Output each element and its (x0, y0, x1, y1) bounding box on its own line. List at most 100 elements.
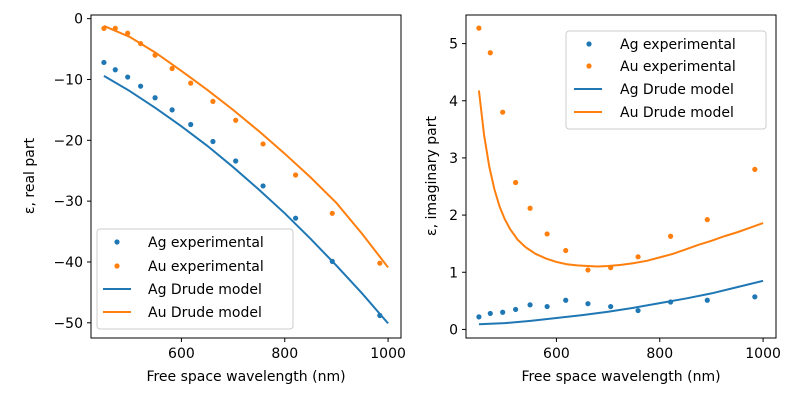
y-tick-label: −30 (53, 194, 83, 210)
y-tick-label: 1 (449, 265, 458, 281)
data-point-au-experimental (563, 247, 569, 254)
data-point-au-experimental (668, 233, 674, 239)
data-point-au-experimental (188, 80, 194, 86)
y-tick-label: −10 (53, 72, 83, 88)
y-tick-label: 2 (449, 208, 458, 224)
y-axis-label: ε, imaginary part (424, 115, 440, 236)
data-point-au-experimental (544, 231, 550, 237)
data-point-ag-experimental (210, 138, 216, 145)
data-point-au-experimental (752, 166, 758, 172)
data-point-au-experimental (635, 254, 641, 260)
legend-box (96, 228, 294, 330)
data-point-ag-experimental (152, 95, 158, 101)
data-point-au-experimental (125, 30, 131, 36)
data-point-au-experimental (377, 260, 383, 266)
data-point-ag-experimental (704, 297, 710, 303)
data-marks (476, 25, 764, 326)
data-point-au-experimental (513, 179, 519, 186)
data-point-au-experimental (608, 265, 614, 271)
y-tick-label: 0 (449, 322, 458, 338)
data-point-ag-experimental (112, 67, 118, 73)
data-point-au-experimental (169, 65, 175, 72)
legend-marker-au-experimental (114, 263, 120, 269)
data-point-ag-experimental (101, 59, 107, 66)
y-tick-label: 5 (449, 37, 458, 53)
legend-marker-ag-experimental (586, 41, 592, 47)
data-point-ag-experimental (476, 314, 482, 320)
y-tick-label: 3 (449, 151, 458, 167)
tick-marks: 600 800 1000 0 1 2 3 4 5 (449, 37, 781, 362)
data-point-ag-experimental (188, 121, 194, 128)
data-point-ag-experimental (487, 310, 493, 317)
series-line-ag-drude-model (103, 74, 389, 325)
imaginary-part-chart: 600 800 1000 0 1 2 3 4 5 Free space wavelength (… (424, 14, 781, 385)
legend-marker-au-experimental (586, 63, 592, 69)
x-axis-label: Free space wavelength (nm) (146, 369, 345, 385)
y-tick-label: −20 (53, 133, 83, 149)
data-marks (101, 25, 389, 325)
data-point-au-experimental (527, 205, 533, 211)
data-point-ag-experimental (260, 183, 266, 189)
data-point-ag-experimental (608, 303, 614, 310)
x-tick-label: 600 (543, 346, 570, 362)
data-point-ag-experimental (138, 83, 144, 89)
data-point-ag-experimental (169, 107, 175, 113)
series-line-au-drude-model (103, 25, 389, 269)
data-point-au-experimental (329, 210, 335, 216)
data-point-ag-experimental (752, 294, 758, 300)
legend-label-ag-experimental: Ag experimental (148, 235, 264, 251)
data-point-au-experimental (260, 141, 266, 147)
x-tick-label: 1000 (370, 346, 406, 362)
legend-label-au-drude: Au Drude model (620, 105, 734, 121)
data-point-au-experimental (210, 98, 216, 104)
x-tick-label: 1000 (745, 346, 781, 362)
x-tick-label: 800 (646, 346, 673, 362)
data-point-au-experimental (138, 40, 144, 47)
data-point-au-experimental (476, 25, 482, 31)
data-point-au-experimental (500, 109, 506, 115)
data-point-au-experimental (704, 217, 710, 223)
x-tick-label: 800 (271, 346, 298, 362)
legend-label-au-drude: Au Drude model (148, 305, 262, 321)
legend-label-ag-experimental: Ag experimental (620, 37, 736, 53)
y-tick-label: 0 (74, 12, 83, 28)
data-point-ag-experimental (500, 309, 506, 315)
data-point-au-experimental (101, 25, 107, 31)
legend: Ag experimental Au experimental Ag Drude… (565, 30, 767, 130)
data-point-au-experimental (233, 117, 239, 123)
data-point-au-experimental (152, 52, 158, 58)
data-point-ag-experimental (125, 74, 131, 80)
y-tick-label: 4 (449, 94, 458, 110)
data-point-ag-experimental (668, 299, 674, 305)
data-point-ag-experimental (233, 158, 239, 164)
axes-frame (465, 14, 777, 339)
data-point-ag-experimental (563, 297, 569, 303)
real-part-chart: 600 800 1000 0 −10 −20 −30 −40 −50 Free space wa… (22, 12, 406, 385)
legend-marker-ag-experimental (114, 239, 120, 245)
y-tick-label: −50 (53, 316, 83, 332)
data-point-ag-experimental (635, 307, 641, 314)
data-point-ag-experimental (527, 302, 533, 308)
axes-frame (90, 14, 402, 339)
legend: Ag experimental Au experimental Ag Drude… (96, 228, 294, 330)
data-point-ag-experimental (293, 215, 299, 221)
data-point-ag-experimental (544, 303, 550, 310)
tick-marks: 600 800 1000 0 −10 −20 −30 −40 −50 (53, 12, 405, 362)
data-point-ag-experimental (377, 312, 383, 319)
legend-label-ag-drude: Ag Drude model (620, 82, 734, 98)
x-tick-label: 600 (168, 346, 195, 362)
data-point-au-experimental (487, 50, 493, 56)
y-tick-label: −40 (53, 255, 83, 271)
legend-box (565, 30, 767, 130)
data-point-ag-experimental (329, 258, 335, 264)
series-line-au-drude-model (477, 90, 764, 268)
data-point-ag-experimental (513, 306, 519, 313)
legend-label-au-experimental: Au experimental (620, 59, 736, 75)
data-point-au-experimental (293, 172, 299, 178)
data-point-au-experimental (112, 25, 118, 31)
legend-label-ag-drude: Ag Drude model (148, 282, 262, 298)
data-point-au-experimental (585, 267, 591, 273)
series-line-ag-drude-model (478, 279, 764, 326)
data-point-ag-experimental (585, 301, 591, 307)
